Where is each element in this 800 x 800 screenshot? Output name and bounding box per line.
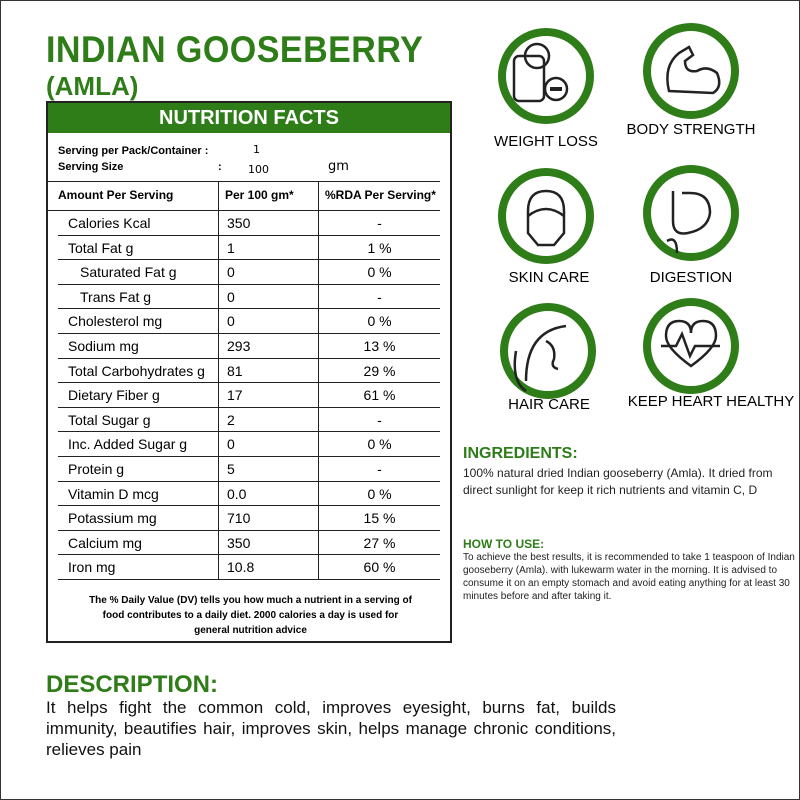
serving-pack-label: Serving per Pack/Container : xyxy=(58,145,209,157)
nutrient-name: Saturated Fat g xyxy=(58,260,218,285)
nutrient-name: Protein g xyxy=(58,457,218,482)
nutrient-amount: 0 xyxy=(218,260,318,285)
nutrient-amount: 0 xyxy=(218,432,318,457)
column-header: Amount Per Serving xyxy=(58,181,218,211)
nutrient-rda: 0 % xyxy=(318,432,440,457)
nutrient-rda: 15 % xyxy=(318,506,440,531)
column-header: Per 100 gm* xyxy=(218,181,318,211)
nutrient-rda: 61 % xyxy=(318,383,440,408)
nutrient-rda: 1 % xyxy=(318,235,440,261)
benefit-label: SKIN CARE xyxy=(508,269,590,286)
nutrient-rda: 29 % xyxy=(318,358,440,384)
nutrient-name: Iron mg xyxy=(58,555,218,580)
nutrient-amount: 1 xyxy=(218,235,318,261)
column-header: %RDA Per Serving* xyxy=(318,181,440,211)
subtitle: (AMLA) xyxy=(46,71,139,101)
ingredients-title: INGREDIENTS: xyxy=(463,445,578,462)
benefit-label: DIGESTION xyxy=(649,269,733,286)
nutrient-name: Total Carbohydrates g xyxy=(58,359,218,384)
nutrient-name: Trans Fat g xyxy=(58,285,218,310)
nutrient-amount: 350 xyxy=(218,530,318,556)
serving-size-sep: : xyxy=(218,161,222,173)
nutrient-name: Cholesterol mg xyxy=(58,309,218,334)
rows: Amount Per Serving Per 100 gm* %RDA Per Se… xyxy=(48,181,450,581)
nutrient-name: Calories Kcal xyxy=(58,211,218,236)
nutrient-rda: 0 % xyxy=(318,260,440,285)
nutrient-amount: 2 xyxy=(218,407,318,433)
nutrition-table: NUTRITION FACTS Serving per Pack/Contain… xyxy=(46,101,452,643)
nutrient-rda: - xyxy=(318,211,440,236)
nutrient-name: Potassium mg xyxy=(58,506,218,531)
nutrient-rda: 27 % xyxy=(318,530,440,556)
benefit-label: BODY STRENGTH xyxy=(626,121,756,138)
nutrient-amount: 0.0 xyxy=(218,481,318,507)
nutrient-name: Sodium mg xyxy=(58,334,218,359)
nutrient-amount: 293 xyxy=(218,334,318,359)
serving-pack-value: 1 xyxy=(253,143,260,156)
nutrient-amount: 5 xyxy=(218,457,318,482)
nutrient-amount: 350 xyxy=(218,211,318,236)
nutrient-name: Total Sugar g xyxy=(58,408,218,433)
nutrient-name: Calcium mg xyxy=(58,531,218,556)
nutrition-title: NUTRITION FACTS xyxy=(48,103,450,133)
benefit-label: KEEP HEART HEALTHY xyxy=(627,393,795,410)
nutrient-rda: 0 % xyxy=(318,309,440,334)
how-to-use-title: HOW TO USE: xyxy=(463,537,545,551)
nutrient-amount: 0 xyxy=(218,284,318,310)
description-title: DESCRIPTION: xyxy=(46,671,219,698)
nutrient-amount: 710 xyxy=(218,506,318,531)
serving-size-unit: gm xyxy=(328,159,349,174)
nutrient-amount: 0 xyxy=(218,309,318,334)
how-to-use-text: To achieve the best results, it is recom… xyxy=(463,552,795,602)
ingredients-text: 100% natural dried Indian gooseberry (Am… xyxy=(463,466,773,497)
benefit-label: WEIGHT LOSS xyxy=(494,133,598,150)
title: INDIAN GOOSEBERRY xyxy=(46,29,424,70)
nutrient-name: Vitamin D mcg xyxy=(58,482,218,507)
description-text: It helps fight the common cold, improves… xyxy=(46,698,616,759)
nutrient-rda: - xyxy=(318,407,440,433)
benefit-label: HAIR CARE xyxy=(508,396,590,413)
rule xyxy=(48,181,58,211)
nutrient-rda: 0 % xyxy=(318,481,440,507)
nutrient-rda: 60 % xyxy=(318,555,440,580)
nutrient-rda: - xyxy=(318,284,440,310)
nutrient-amount: 17 xyxy=(218,383,318,408)
nutrient-rda: - xyxy=(318,457,440,482)
footnote: The % Daily Value (DV) tells you how muc… xyxy=(89,595,412,636)
nutrient-name: Dietary Fiber g xyxy=(58,383,218,408)
nutrient-amount: 10.8 xyxy=(218,555,318,580)
serving-size-label: Serving Size xyxy=(58,161,124,173)
serving-size-value: 100 xyxy=(248,163,269,176)
nutrient-name: Total Fat g xyxy=(58,236,218,261)
nutrient-rda: 13 % xyxy=(318,334,440,359)
nutrient-name: Inc. Added Sugar g xyxy=(58,432,218,457)
icons xyxy=(498,23,739,399)
nutrient-amount: 81 xyxy=(218,358,318,384)
